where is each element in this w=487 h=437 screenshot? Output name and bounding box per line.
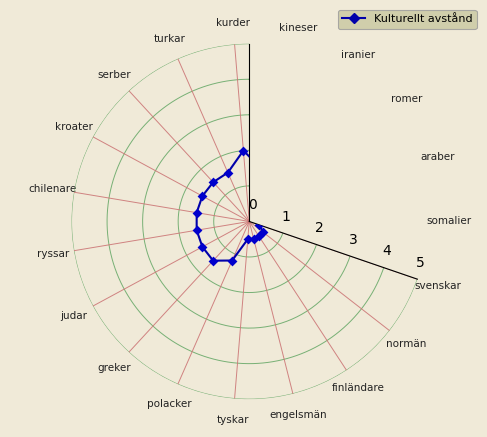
- Point: [193, 209, 201, 216]
- Point: [193, 227, 201, 234]
- Point: [256, 222, 263, 229]
- Point: [255, 233, 263, 240]
- Point: [294, 143, 302, 150]
- Point: [412, 218, 420, 225]
- Point: [259, 166, 266, 173]
- Point: [209, 179, 217, 186]
- Point: [199, 243, 206, 250]
- Point: [199, 193, 206, 200]
- Point: [343, 142, 351, 149]
- Point: [228, 257, 236, 264]
- Point: [224, 169, 232, 176]
- Point: [244, 236, 252, 243]
- Point: [390, 168, 398, 175]
- Legend: Kulturellt avstånd: Kulturellt avstånd: [338, 10, 477, 29]
- Point: [250, 235, 258, 242]
- Point: [240, 147, 247, 154]
- Point: [209, 257, 217, 264]
- Point: [260, 229, 267, 236]
